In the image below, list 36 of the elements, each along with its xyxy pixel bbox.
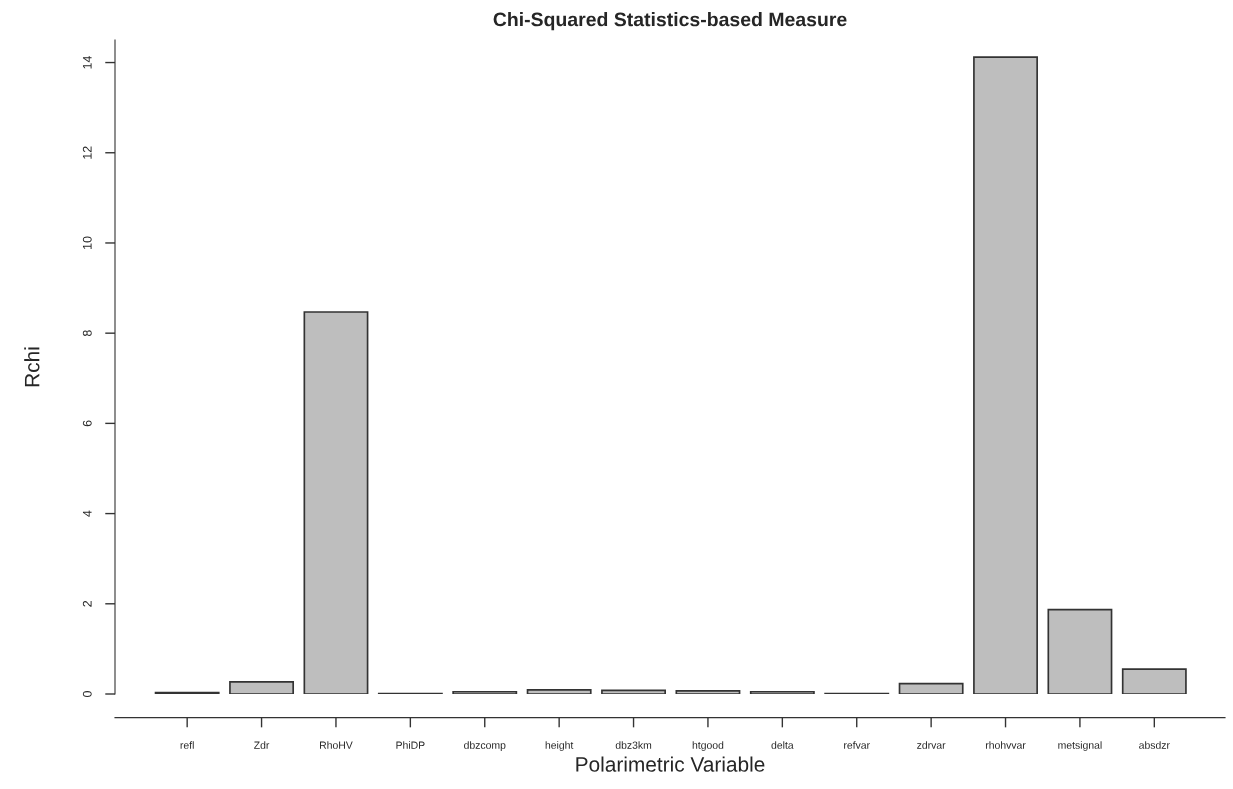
bar [898, 682, 964, 694]
y-axis-title: Rchi [24, 347, 40, 387]
bar [749, 690, 815, 694]
x-tick-label: absdzr [1139, 741, 1170, 749]
x-axis-title: Polarimetric Variable [576, 756, 765, 772]
bar [973, 56, 1038, 694]
x-tick-label: dbz3km [615, 741, 652, 749]
bar [1121, 668, 1187, 694]
x-tick-label: dbzcomp [464, 741, 506, 751]
y-tick-label: 14 [82, 55, 92, 69]
x-tick-label: htgood [692, 741, 724, 751]
chart-title: Chi-Squared Statistics-based Measure [493, 12, 847, 31]
y-tick-label: 8 [82, 330, 92, 337]
bar [675, 690, 741, 694]
x-tick-label: PhiDP [396, 741, 425, 749]
y-tick-label: 2 [82, 600, 92, 607]
y-tick-label: 6 [82, 420, 92, 427]
x-tick-label: metsignal [1058, 741, 1102, 751]
x-tick-label: zdrvar [917, 741, 946, 749]
y-tick-label: 0 [82, 691, 92, 697]
bar [1047, 608, 1113, 694]
y-tick-label: 12 [82, 146, 92, 159]
x-tick-label: rhohvvar [985, 741, 1026, 749]
x-tick-label: Zdr [254, 741, 270, 749]
bar [601, 689, 666, 694]
x-tick-label: height [545, 741, 574, 751]
bar [229, 680, 295, 694]
y-tick-label: 4 [82, 510, 92, 517]
x-tick-label: refvar [844, 741, 870, 749]
bar [526, 689, 592, 694]
x-tick-label: RhoHV [320, 741, 353, 749]
bar [452, 690, 518, 694]
x-tick-label: delta [771, 741, 794, 749]
bar [303, 311, 369, 694]
x-tick-label: refl [180, 741, 194, 749]
y-tick-label: 10 [82, 236, 92, 249]
